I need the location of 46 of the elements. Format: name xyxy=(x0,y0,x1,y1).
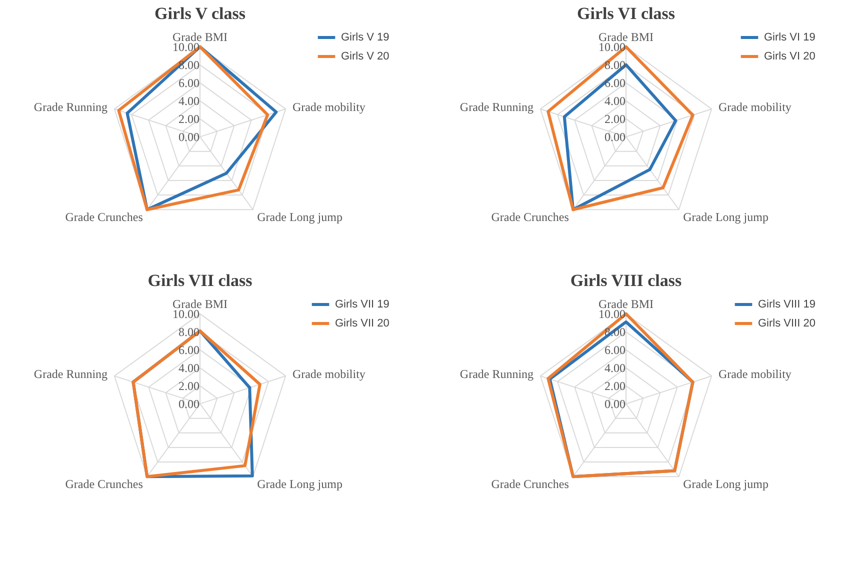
spoke-label: Grade Running xyxy=(460,366,534,381)
y-tick-label: 6.00 xyxy=(178,342,200,357)
y-tick-label: 2.00 xyxy=(178,112,200,126)
y-tick-label: 4.00 xyxy=(604,94,626,108)
y-tick-label: 2.00 xyxy=(604,112,626,126)
y-tick-label: 6.00 xyxy=(604,76,626,90)
spoke-label: Grade mobility xyxy=(292,100,366,114)
legend-label: Girls VII 19 xyxy=(335,298,390,310)
y-tick-label: 4.00 xyxy=(178,94,200,108)
spoke-label: Grade Crunches xyxy=(65,477,144,492)
legend-label: Girls VI 20 xyxy=(764,50,816,62)
spoke-label: Grade Crunches xyxy=(491,477,570,492)
chart-title: Girls VII class xyxy=(148,271,253,290)
y-tick-label: 2.00 xyxy=(604,378,626,393)
spoke-label: Grade Running xyxy=(460,100,534,114)
chart-title: Girls VI class xyxy=(577,4,676,23)
spoke-label: Grade Long jump xyxy=(683,210,768,224)
y-tick-label: 4.00 xyxy=(604,360,626,375)
spoke-label: Grade Crunches xyxy=(65,210,144,224)
spoke-label: Grade Crunches xyxy=(491,210,570,224)
legend-label: Girls VI 19 xyxy=(764,32,816,44)
spoke-label: Grade mobility xyxy=(292,366,366,381)
legend-label: Girls V 19 xyxy=(341,32,390,44)
y-tick-label: 8.00 xyxy=(178,324,200,339)
spoke-label: Grade mobility xyxy=(718,100,792,114)
chart-title: Girls V class xyxy=(154,4,246,23)
spoke-label: Grade Long jump xyxy=(683,477,768,492)
y-tick-label: 0.00 xyxy=(604,130,626,144)
spoke-label: Grade Long jump xyxy=(257,477,342,492)
spoke-label: Grade mobility xyxy=(718,366,792,381)
y-tick-label: 4.00 xyxy=(178,360,200,375)
y-tick-label: 0.00 xyxy=(604,396,626,411)
legend-label: Girls VII 20 xyxy=(335,318,390,330)
spoke-label: Grade Running xyxy=(34,366,108,381)
y-tick-label: 0.00 xyxy=(178,130,200,144)
y-tick-label: 6.00 xyxy=(604,342,626,357)
chart-title: Girls VIII class xyxy=(570,271,682,290)
y-tick-label: 8.00 xyxy=(178,58,200,72)
y-tick-label: 6.00 xyxy=(178,76,200,90)
legend-label: Girls V 20 xyxy=(341,50,390,62)
spoke-label: Grade Running xyxy=(34,100,108,114)
y-tick-label: 2.00 xyxy=(178,378,200,393)
legend-label: Girls VIII 20 xyxy=(758,318,816,330)
legend-label: Girls VIII 19 xyxy=(758,298,816,310)
spoke-label: Grade Long jump xyxy=(257,210,342,224)
y-tick-label: 0.00 xyxy=(178,396,200,411)
